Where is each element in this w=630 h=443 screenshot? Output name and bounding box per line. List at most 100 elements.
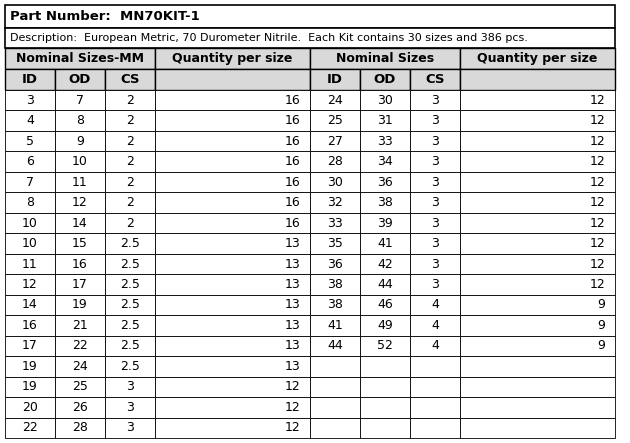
Bar	[155, 192, 310, 213]
Bar	[105, 233, 155, 254]
Text: 24: 24	[72, 360, 88, 373]
Bar	[55, 90, 105, 110]
Bar	[460, 213, 615, 233]
Bar	[105, 377, 155, 397]
Text: CS: CS	[120, 73, 140, 86]
Text: 19: 19	[22, 381, 38, 393]
Bar	[310, 274, 360, 295]
Bar	[155, 90, 310, 110]
Text: 4: 4	[26, 114, 34, 127]
Bar	[460, 397, 615, 418]
Bar	[460, 131, 615, 152]
Text: ID: ID	[22, 73, 38, 86]
Bar	[410, 418, 460, 438]
Bar	[155, 213, 310, 233]
Bar	[360, 356, 410, 377]
Text: 8: 8	[26, 196, 34, 209]
Text: 12: 12	[589, 278, 605, 291]
Text: 3: 3	[126, 381, 134, 393]
Text: 32: 32	[327, 196, 343, 209]
Text: 26: 26	[72, 401, 88, 414]
Text: 17: 17	[22, 339, 38, 352]
Text: 36: 36	[327, 257, 343, 271]
Bar	[360, 213, 410, 233]
Bar	[155, 254, 310, 274]
Bar	[460, 90, 615, 110]
Bar	[410, 274, 460, 295]
Text: 12: 12	[589, 257, 605, 271]
Text: 38: 38	[377, 196, 393, 209]
Text: 35: 35	[327, 237, 343, 250]
Text: 2: 2	[126, 217, 134, 229]
Text: 13: 13	[284, 299, 300, 311]
Bar	[155, 233, 310, 254]
Text: 27: 27	[327, 135, 343, 148]
Bar	[5, 377, 55, 397]
Bar	[410, 213, 460, 233]
Text: 28: 28	[72, 421, 88, 434]
Bar	[105, 274, 155, 295]
Text: 12: 12	[589, 114, 605, 127]
Bar	[460, 172, 615, 192]
Bar	[310, 336, 360, 356]
Text: 12: 12	[589, 135, 605, 148]
Text: 38: 38	[327, 278, 343, 291]
Bar	[410, 131, 460, 152]
Bar	[5, 213, 55, 233]
Text: 34: 34	[377, 155, 393, 168]
Bar	[5, 254, 55, 274]
Bar	[460, 295, 615, 315]
Text: 2.5: 2.5	[120, 339, 140, 352]
Bar	[310, 90, 360, 110]
Text: 12: 12	[589, 196, 605, 209]
Bar	[55, 172, 105, 192]
Bar	[105, 131, 155, 152]
Bar	[105, 213, 155, 233]
Bar	[360, 418, 410, 438]
Bar	[460, 377, 615, 397]
Text: 12: 12	[589, 94, 605, 107]
Bar	[410, 110, 460, 131]
Text: 41: 41	[327, 319, 343, 332]
Text: 14: 14	[22, 299, 38, 311]
Bar	[460, 254, 615, 274]
Text: 4: 4	[431, 319, 439, 332]
Bar	[5, 172, 55, 192]
Bar	[360, 131, 410, 152]
Bar	[55, 192, 105, 213]
Text: 25: 25	[72, 381, 88, 393]
Text: 38: 38	[327, 299, 343, 311]
Bar	[310, 48, 460, 69]
Text: 9: 9	[597, 339, 605, 352]
Bar	[5, 110, 55, 131]
Bar	[5, 336, 55, 356]
Text: Part Number:  MN70KIT-1: Part Number: MN70KIT-1	[10, 10, 200, 23]
Bar	[310, 315, 360, 336]
Bar	[310, 233, 360, 254]
Bar	[105, 192, 155, 213]
Bar	[55, 295, 105, 315]
Bar	[460, 110, 615, 131]
Text: Nominal Sizes-MM: Nominal Sizes-MM	[16, 52, 144, 65]
Bar	[460, 274, 615, 295]
Bar	[460, 48, 615, 69]
Bar	[5, 152, 55, 172]
Text: 30: 30	[327, 175, 343, 189]
Text: 7: 7	[26, 175, 34, 189]
Text: 12: 12	[589, 237, 605, 250]
Bar	[310, 192, 360, 213]
Text: 2.5: 2.5	[120, 237, 140, 250]
Bar	[310, 69, 360, 90]
Bar	[55, 213, 105, 233]
Text: 11: 11	[22, 257, 38, 271]
Text: 2: 2	[126, 114, 134, 127]
Bar	[360, 69, 410, 90]
Bar	[155, 48, 310, 69]
Bar	[310, 213, 360, 233]
Bar	[155, 315, 310, 336]
Bar	[410, 152, 460, 172]
Bar	[105, 254, 155, 274]
Text: 10: 10	[72, 155, 88, 168]
Bar	[55, 397, 105, 418]
Text: 12: 12	[284, 381, 300, 393]
